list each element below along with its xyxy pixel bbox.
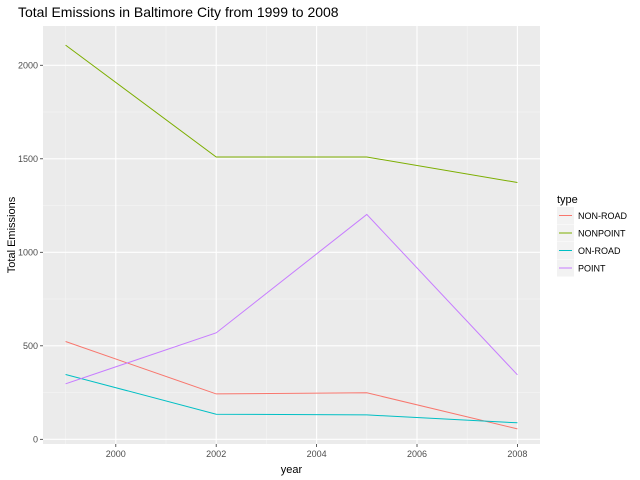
y-tick-label: 500	[23, 341, 38, 351]
series-line-nonpoint	[65, 44, 518, 183]
series-line-on-road	[65, 373, 518, 424]
x-tick-label: 2000	[106, 449, 126, 459]
minor-gridlines	[43, 26, 540, 444]
legend-label-nonpoint: NONPOINT	[578, 229, 626, 239]
series-line-point	[65, 213, 518, 385]
legend: type NON-ROAD NONPOINT ON-ROAD POINT	[557, 194, 627, 277]
y-tick-label: 0	[33, 434, 38, 444]
legend-title: type	[557, 194, 578, 206]
legend-label-on-road: ON-ROAD	[578, 246, 621, 256]
legend-label-point: POINT	[578, 264, 606, 274]
y-tick-label: 2000	[18, 60, 38, 70]
x-axis-ticks: 2000 2002 2004 2006 2008	[106, 444, 527, 459]
x-tick-label: 2004	[307, 449, 327, 459]
series-lines	[65, 44, 518, 430]
x-tick-label: 2008	[507, 449, 527, 459]
chart-title: Total Emissions in Baltimore City from 1…	[18, 4, 339, 20]
x-tick-label: 2002	[206, 449, 226, 459]
y-axis-title: Total Emissions	[6, 196, 18, 273]
x-axis-title: year	[281, 464, 303, 476]
y-tick-label: 1500	[18, 154, 38, 164]
x-tick-label: 2006	[407, 449, 427, 459]
y-tick-label: 1000	[18, 247, 38, 257]
plot-panel	[43, 26, 540, 444]
y-axis-ticks: 0 500 1000 1500 2000	[18, 60, 43, 444]
series-line-non-road	[65, 341, 518, 430]
legend-label-non-road: NON-ROAD	[578, 211, 627, 221]
